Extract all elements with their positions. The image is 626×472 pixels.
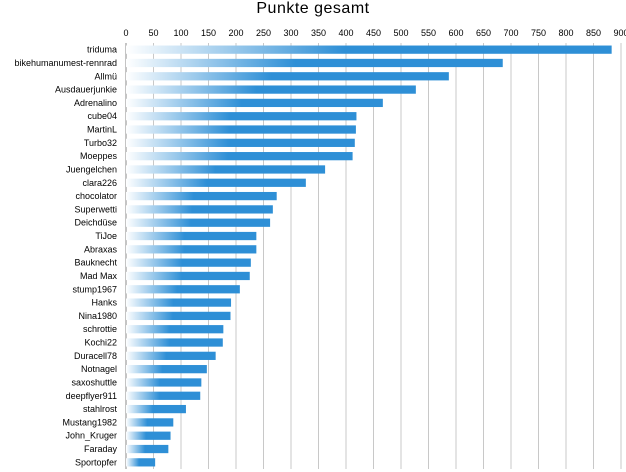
bar <box>126 165 326 174</box>
y-category-label: Superwetti <box>74 204 117 214</box>
bar <box>126 285 240 294</box>
x-tick-label: 650 <box>476 28 491 38</box>
chart-title: Punkte gesamt <box>256 0 370 17</box>
x-tick-label: 750 <box>531 28 546 38</box>
y-category-label: Mad Max <box>80 271 118 281</box>
y-category-label: John_Kruger <box>65 431 117 441</box>
y-category-label: stahlrost <box>83 404 118 414</box>
y-category-label: Duracell78 <box>74 351 117 361</box>
bar <box>126 378 202 387</box>
x-tick-label: 100 <box>173 28 188 38</box>
bar <box>126 72 449 81</box>
y-category-label: Deichdüse <box>74 218 117 228</box>
bar <box>126 271 250 281</box>
bar <box>126 418 174 427</box>
bar <box>126 58 503 68</box>
bar <box>126 98 383 108</box>
y-category-label: Adrenalino <box>74 98 117 108</box>
bar <box>126 444 169 454</box>
bar <box>126 138 355 147</box>
y-category-label: Hanks <box>91 298 117 308</box>
bar <box>126 258 251 267</box>
bar <box>126 191 277 201</box>
x-tick-label: 900 <box>613 28 626 38</box>
y-category-label: Juengelchen <box>66 164 117 174</box>
x-tick-label: 550 <box>421 28 436 38</box>
x-tick-label: 600 <box>448 28 463 38</box>
x-tick-label: 350 <box>311 28 326 38</box>
x-tick-label: 300 <box>283 28 298 38</box>
y-category-label: Nina1980 <box>78 311 117 321</box>
y-category-label: Faraday <box>84 444 118 454</box>
bar <box>126 404 186 414</box>
bar <box>126 125 356 134</box>
y-category-label: Kochi22 <box>84 338 117 348</box>
bar <box>126 218 271 227</box>
x-tick-label: 850 <box>586 28 601 38</box>
bar <box>126 351 216 360</box>
y-category-label: clara226 <box>82 178 117 188</box>
x-tick-label: 0 <box>123 28 128 38</box>
y-category-label: Ausdauerjunkie <box>55 85 117 95</box>
x-tick-label: 800 <box>558 28 573 38</box>
y-category-label: saxoshuttle <box>71 377 117 387</box>
bar <box>126 178 306 187</box>
y-category-label: schrottie <box>83 324 117 334</box>
x-tick-label: 400 <box>338 28 353 38</box>
x-tick-label: 150 <box>201 28 216 38</box>
y-category-label: triduma <box>87 45 117 55</box>
x-tick-label: 500 <box>393 28 408 38</box>
y-category-label: deepflyer911 <box>66 391 117 401</box>
y-category-label: stump1967 <box>72 284 117 294</box>
y-category-label: bikehumanumest-rennrad <box>14 58 117 68</box>
bar <box>126 45 612 54</box>
bar <box>126 458 156 467</box>
bar <box>126 391 201 400</box>
bar <box>126 112 357 121</box>
bar <box>126 85 416 94</box>
y-category-label: Moeppes <box>80 151 118 161</box>
bar <box>126 431 171 440</box>
y-category-label: TiJoe <box>95 231 117 241</box>
y-category-label: Turbo32 <box>84 138 117 148</box>
bar <box>126 231 257 241</box>
y-category-label: Bauknecht <box>74 258 117 268</box>
bar <box>126 205 273 214</box>
bar <box>126 311 231 321</box>
bar <box>126 338 223 347</box>
y-category-label: Abraxas <box>84 244 118 254</box>
x-tick-label: 200 <box>228 28 243 38</box>
y-category-label: Mustang1982 <box>62 417 117 427</box>
y-category-label: MartinL <box>87 125 117 135</box>
y-category-label: Sportopfer <box>75 457 117 467</box>
bar <box>126 325 224 334</box>
x-tick-label: 50 <box>148 28 158 38</box>
x-tick-label: 250 <box>256 28 271 38</box>
x-tick-label: 450 <box>366 28 381 38</box>
y-category-label: Allmü <box>94 71 117 81</box>
bar <box>126 365 207 374</box>
y-category-label: Notnagel <box>81 364 117 374</box>
x-tick-label: 700 <box>503 28 518 38</box>
y-category-label: chocolator <box>75 191 117 201</box>
bar <box>126 152 353 161</box>
y-category-label: cube04 <box>87 111 117 121</box>
bar <box>126 245 257 254</box>
bar <box>126 298 232 307</box>
